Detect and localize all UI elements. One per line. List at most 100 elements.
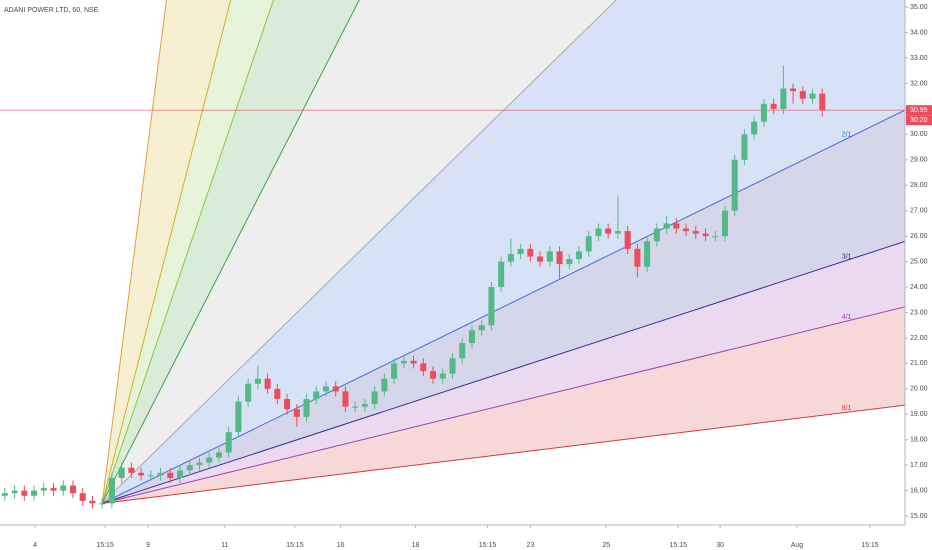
y-tick-label: 24.00 <box>910 284 928 291</box>
candle-body <box>50 488 57 491</box>
y-tick-label: 34.00 <box>910 29 928 36</box>
candle-body <box>537 256 544 262</box>
candle-body <box>420 363 427 372</box>
candle-body <box>69 485 77 494</box>
y-tick-label: 22.00 <box>910 335 928 342</box>
candle-body <box>692 231 699 234</box>
candle-body <box>498 261 505 288</box>
last-price-label: 30.95 <box>910 107 928 114</box>
candle-body <box>21 490 28 496</box>
candle-body <box>527 248 534 257</box>
candle-body <box>799 91 806 99</box>
candle-body <box>663 223 670 229</box>
y-tick-label: 23.00 <box>910 309 928 316</box>
fan-label: 8/1 <box>842 405 852 412</box>
x-tick-label: 15:15 <box>479 542 497 549</box>
x-tick-label: 30 <box>716 542 724 549</box>
countdown-box <box>906 115 932 126</box>
candle-body <box>284 399 291 410</box>
candle-body <box>147 475 154 477</box>
candle-body <box>60 485 67 491</box>
candle-body <box>264 378 271 389</box>
candle-body <box>614 231 621 234</box>
candle-body <box>1 493 8 496</box>
candle-body <box>517 248 524 254</box>
candle-body <box>215 452 222 458</box>
candle-body <box>790 88 797 92</box>
x-tick-label: 15:15 <box>286 542 304 549</box>
candle-body <box>819 93 826 111</box>
candle-body <box>118 467 125 478</box>
candle-body <box>683 228 690 232</box>
candle-body <box>468 330 475 344</box>
candle-body <box>352 406 359 408</box>
candle-body <box>303 399 310 417</box>
candle-body <box>177 470 184 478</box>
candle-body <box>79 493 86 501</box>
candle-body <box>488 287 495 326</box>
candle-body <box>293 409 300 417</box>
fan-line <box>101 109 905 504</box>
x-tick-label: 16 <box>337 542 345 549</box>
x-tick-label: 25 <box>602 542 610 549</box>
candle-body <box>546 251 553 262</box>
candle-body <box>89 500 96 504</box>
candle-body <box>342 391 349 407</box>
candle-body <box>371 391 378 405</box>
candle-body <box>702 233 709 237</box>
candle-body <box>254 378 261 384</box>
x-tick-label: 11 <box>221 542 228 549</box>
candle-body <box>313 391 320 400</box>
x-tick-label: 23 <box>526 542 534 549</box>
x-tick-label: 15:15 <box>669 542 687 549</box>
candle-body <box>439 373 446 379</box>
fan-line <box>102 240 905 504</box>
y-tick-label: 16.00 <box>910 487 928 494</box>
candle-body <box>712 236 719 238</box>
candle-body <box>760 103 767 122</box>
fan-line <box>102 306 905 504</box>
last-price-box <box>906 105 932 116</box>
y-tick-label: 15.00 <box>910 513 928 520</box>
y-tick-label: 25.00 <box>910 258 928 265</box>
candle-body <box>186 465 193 471</box>
candle-body <box>653 228 660 242</box>
candle-body <box>138 472 145 476</box>
axes: 15.00 16.00 17.00 18.00 19.00 20.00 21.00 22.00… <box>33 4 932 549</box>
candle-body <box>167 472 174 478</box>
candle-body <box>332 386 339 392</box>
countdown-label: 30:20 <box>910 117 928 124</box>
candle-body <box>731 159 738 211</box>
candle-body <box>605 228 612 234</box>
y-tick-label: 30.00 <box>910 131 928 138</box>
candle-body <box>108 477 115 504</box>
candle-body <box>449 358 456 374</box>
y-tick-label: 28.00 <box>910 182 928 189</box>
candle-body <box>322 386 330 392</box>
candle-body <box>99 503 106 505</box>
y-tick-label: 20.00 <box>910 386 928 393</box>
candle-body <box>809 93 816 99</box>
candle-body <box>391 363 398 379</box>
gann-fan: 2/1 3/1 4/1 8/1 <box>101 0 905 504</box>
candle-body <box>40 488 47 491</box>
y-tick-label: 33.00 <box>910 55 928 62</box>
candle-body <box>566 259 573 265</box>
candle-body <box>575 251 583 260</box>
fan-label: 3/1 <box>842 253 852 260</box>
y-tick-label: 17.00 <box>910 462 928 469</box>
candle-body <box>196 462 203 466</box>
x-tick-label: Aug <box>791 542 804 549</box>
candle-body <box>381 378 388 392</box>
candle-body <box>410 360 417 364</box>
x-tick-label: 15:15 <box>861 542 879 549</box>
candle-body <box>634 248 641 267</box>
candle-body <box>556 251 563 265</box>
y-tick-label: 19.00 <box>910 411 928 418</box>
candle-body <box>585 236 592 252</box>
candle-body <box>157 472 164 476</box>
candle-body <box>11 490 18 494</box>
candle-body <box>624 231 631 249</box>
